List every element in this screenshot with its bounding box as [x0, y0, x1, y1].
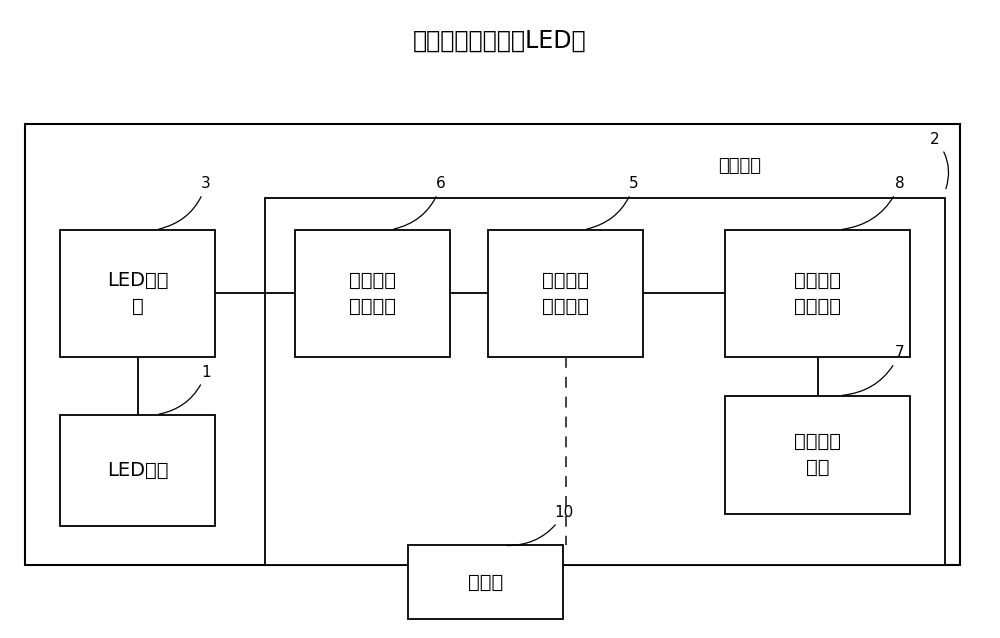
- Text: 7: 7: [842, 345, 905, 396]
- Bar: [725, 396, 910, 514]
- Text: 射频接收
天线: 射频接收 天线: [794, 432, 841, 477]
- Bar: [488, 230, 643, 357]
- Text: 第一信号
注入电路: 第一信号 注入电路: [542, 271, 589, 316]
- Text: 电力线: 电力线: [468, 573, 503, 591]
- Bar: [265, 198, 945, 565]
- Bar: [295, 230, 450, 357]
- Text: 基于可见光通信的LED灯: 基于可见光通信的LED灯: [413, 29, 587, 53]
- Text: LED供电
线: LED供电 线: [107, 271, 168, 316]
- Bar: [25, 124, 960, 565]
- Text: 第二信号
注入电路: 第二信号 注入电路: [349, 271, 396, 316]
- Text: 8: 8: [842, 176, 905, 229]
- Text: 1: 1: [159, 364, 211, 414]
- Bar: [60, 230, 215, 357]
- Text: 10: 10: [507, 505, 574, 545]
- Bar: [725, 230, 910, 357]
- Text: 2: 2: [930, 131, 949, 189]
- Bar: [408, 545, 563, 619]
- Text: 5: 5: [587, 176, 639, 229]
- Text: LED灯珠: LED灯珠: [107, 461, 168, 480]
- Text: 通信模块: 通信模块: [718, 158, 762, 175]
- Text: 3: 3: [159, 176, 211, 229]
- Text: 无线射频
接收电路: 无线射频 接收电路: [794, 271, 841, 316]
- Text: 6: 6: [394, 176, 446, 229]
- Bar: [60, 415, 215, 526]
